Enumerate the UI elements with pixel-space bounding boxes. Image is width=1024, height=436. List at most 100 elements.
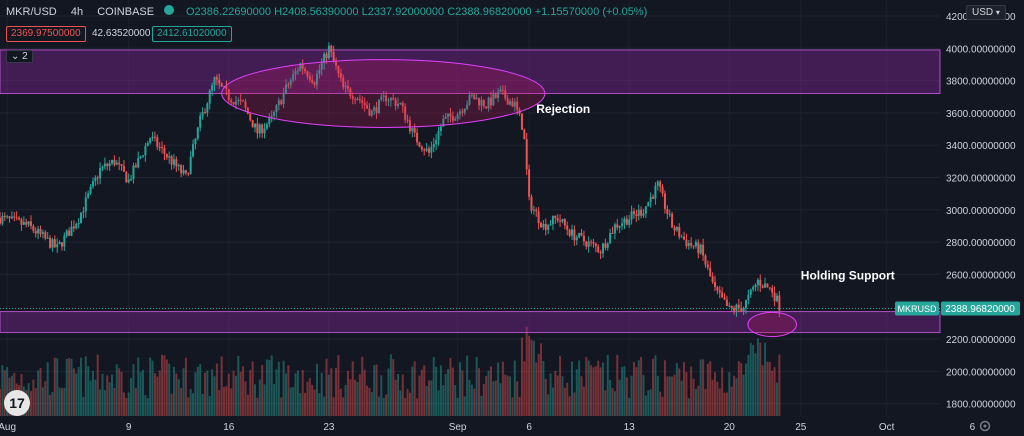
volume-bar	[385, 394, 388, 416]
candle-body	[461, 111, 464, 113]
volume-bar	[234, 375, 237, 416]
candle-body	[454, 118, 457, 121]
volume-bar	[313, 389, 316, 416]
candle-body	[601, 243, 604, 254]
candle-body	[587, 241, 590, 247]
candle-body	[618, 225, 621, 228]
candle-body	[366, 105, 369, 109]
volume-bar	[759, 342, 762, 416]
volume-bar	[706, 363, 709, 416]
volume-bar	[628, 397, 631, 416]
price-axis[interactable]	[941, 0, 1024, 436]
volume-bar	[122, 392, 125, 416]
ask-box[interactable]: 2412.61020000	[152, 26, 232, 42]
symbol-title[interactable]: MKR/USD 4h COINBASE	[6, 6, 154, 18]
volume-bar	[232, 370, 235, 416]
volume-bar	[206, 370, 209, 416]
candle-body	[604, 243, 607, 248]
volume-bar	[540, 343, 543, 416]
candle-body	[127, 179, 130, 183]
candle-body	[485, 106, 488, 109]
volume-bar	[258, 379, 261, 416]
volume-bar	[473, 388, 476, 416]
candle-body	[597, 246, 600, 253]
candle-body	[742, 308, 745, 312]
candle-body	[20, 219, 23, 225]
candle-body	[671, 213, 674, 228]
candle-body	[277, 100, 280, 106]
volume-bar	[120, 371, 123, 416]
candle-body	[599, 252, 602, 254]
candle-body	[99, 167, 102, 179]
candle-body	[103, 163, 106, 167]
y-tick-label: 3600.00000000	[946, 109, 1016, 120]
volume-bar	[158, 370, 161, 416]
volume-bar	[277, 361, 280, 416]
volume-bar	[590, 365, 593, 416]
candle-body	[764, 283, 767, 288]
candle-body	[637, 209, 640, 216]
candle-body	[511, 101, 514, 107]
volume-bar	[725, 392, 728, 416]
volume-bar	[373, 365, 376, 416]
candle-body	[201, 111, 204, 116]
candle-body	[137, 157, 140, 168]
currency-select[interactable]: USD ▾	[966, 5, 1006, 20]
candle-body	[218, 79, 221, 84]
settings-gear-icon[interactable]	[979, 420, 991, 432]
candle-body	[480, 100, 483, 106]
candle-body	[72, 226, 75, 229]
candle-body	[258, 124, 261, 134]
currency-label: USD	[972, 7, 994, 18]
volume-bar	[118, 368, 121, 416]
candle-body	[325, 53, 328, 59]
volume-bar	[125, 397, 128, 416]
candle-body	[673, 227, 676, 231]
volume-bar	[382, 397, 385, 416]
volume-bar	[101, 373, 104, 416]
candle-body	[733, 307, 736, 311]
candle-body	[254, 123, 257, 128]
candle-body	[535, 209, 538, 212]
volume-bar	[611, 387, 614, 416]
volume-bar	[532, 340, 535, 416]
volume-bar	[718, 388, 721, 416]
candle-body	[554, 215, 557, 219]
volume-bar	[764, 342, 767, 416]
candle-body	[84, 197, 87, 212]
volume-bar	[332, 397, 335, 416]
volume-bar	[494, 380, 497, 416]
candle-body	[482, 100, 485, 107]
candle-body	[285, 84, 287, 93]
candle-body	[680, 236, 683, 238]
volume-bar	[41, 387, 44, 416]
indicators-toggle[interactable]: ⌄ 2	[6, 50, 33, 63]
candle-body	[96, 177, 99, 179]
volume-bar	[175, 373, 178, 416]
candle-body	[111, 159, 114, 164]
candle-body	[723, 297, 726, 300]
volume-bar	[654, 355, 657, 416]
bid-box[interactable]: 2369.97500000	[6, 26, 86, 42]
x-tick-label: 9	[126, 422, 132, 433]
volume-bar	[58, 387, 61, 416]
volume-bar	[344, 384, 347, 416]
candle-body	[702, 244, 705, 256]
volume-bar	[637, 360, 640, 416]
x-tick-label: Oct	[879, 422, 895, 433]
volume-bar	[571, 361, 573, 416]
volume-bar	[418, 375, 421, 416]
volume-bar	[482, 383, 485, 416]
volume-bar	[509, 376, 512, 416]
candle-body	[227, 89, 230, 101]
volume-bar	[106, 375, 109, 416]
volume-bar	[687, 398, 690, 416]
candle-body	[373, 107, 376, 112]
volume-bar	[723, 392, 726, 416]
volume-bar	[652, 358, 655, 416]
volume-bar	[392, 359, 395, 416]
volume-bar	[671, 376, 674, 416]
time-axis[interactable]	[0, 416, 1024, 436]
volume-bar	[463, 396, 466, 416]
